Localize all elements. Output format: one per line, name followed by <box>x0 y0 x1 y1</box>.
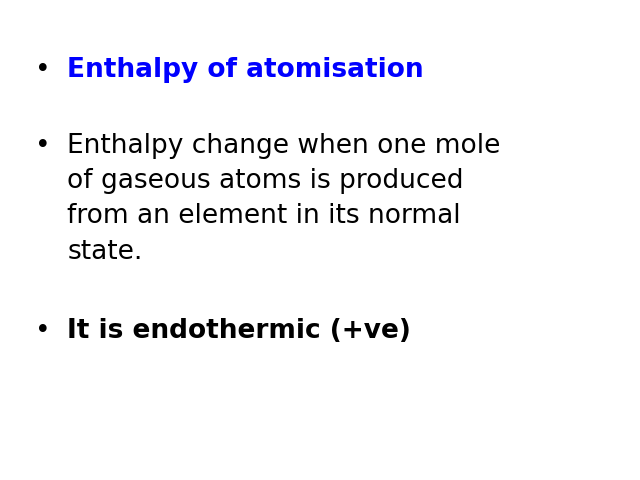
Text: •: • <box>35 57 51 83</box>
Text: Enthalpy of atomisation: Enthalpy of atomisation <box>67 57 424 83</box>
Text: state.: state. <box>67 239 143 264</box>
Text: It is endothermic (+ve): It is endothermic (+ve) <box>67 318 411 344</box>
Text: •: • <box>35 133 51 159</box>
Text: from an element in its normal: from an element in its normal <box>67 204 461 229</box>
Text: •: • <box>35 318 51 344</box>
Text: Enthalpy change when one mole: Enthalpy change when one mole <box>67 133 500 159</box>
Text: of gaseous atoms is produced: of gaseous atoms is produced <box>67 168 464 194</box>
